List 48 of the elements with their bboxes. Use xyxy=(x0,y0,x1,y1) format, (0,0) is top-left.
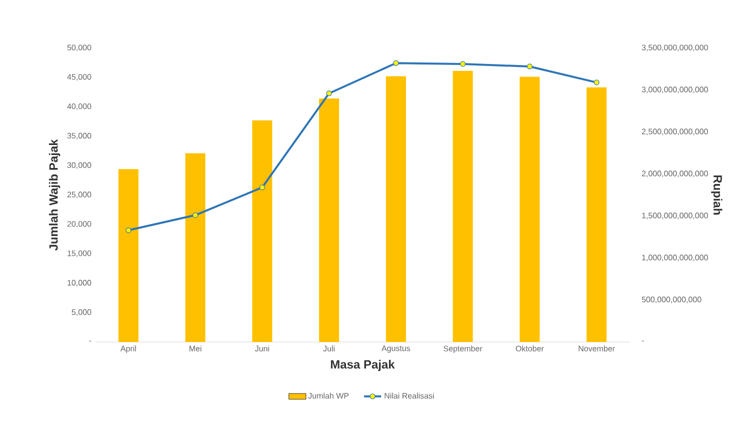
x-tick-label: Juni xyxy=(254,346,269,352)
y2-tick-label: 500,000,000,000 xyxy=(642,296,702,304)
y2-axis-title: Rupiah xyxy=(711,175,722,215)
y2-tick-label: 3,000,000,000,000 xyxy=(642,86,708,94)
y2-tick-label: 2,500,000,000,000 xyxy=(642,128,708,136)
y-tick-label: 40,000 xyxy=(67,103,92,110)
y-tick-label: 5,000 xyxy=(72,309,92,316)
bar xyxy=(252,120,272,342)
y-tick-label: 30,000 xyxy=(67,162,92,169)
y-tick-label: 35,000 xyxy=(67,132,92,140)
y-axis-title: Jumlah Wajib Pajak xyxy=(48,139,60,251)
y-tick-label: - xyxy=(89,340,92,342)
bar xyxy=(586,87,607,342)
y-tick-label: 50,000 xyxy=(67,44,92,52)
y-tick-label: 15,000 xyxy=(68,250,92,258)
bar xyxy=(520,76,540,342)
point xyxy=(259,184,265,190)
point xyxy=(393,60,399,66)
bar xyxy=(319,98,340,342)
x-tick-label: Mei xyxy=(190,346,202,352)
x-tick-label: April xyxy=(120,346,136,353)
x-tick-label: Juli xyxy=(323,346,335,352)
y2-tick-label: 3,500,000,000,000 xyxy=(642,44,708,52)
point xyxy=(192,212,198,218)
x-axis-title: Masa Pajak xyxy=(330,360,395,372)
x-tick-label: November xyxy=(578,346,615,352)
y2-tick-label: - xyxy=(642,340,644,342)
bar xyxy=(185,153,206,342)
point xyxy=(126,227,132,234)
point xyxy=(326,90,332,96)
bar xyxy=(452,70,473,342)
x-tick-label: Agustus xyxy=(382,346,410,353)
y-tick-label: 20,000 xyxy=(67,221,92,228)
legend-label: Jumlah WP xyxy=(308,392,349,399)
point xyxy=(594,80,600,86)
y-tick-label: 25,000 xyxy=(67,192,92,198)
bar xyxy=(118,169,138,342)
x-tick-label: Oktober xyxy=(516,346,544,352)
y-tick-label: 10,000 xyxy=(68,280,92,286)
x-tick-label: September xyxy=(444,346,482,353)
bar xyxy=(386,76,406,342)
y-tick-label: 45,000 xyxy=(67,74,92,81)
legend-label: Nilai Realisasi xyxy=(384,392,434,399)
y2-tick-label: 1,000,000,000,000 xyxy=(642,254,708,262)
point xyxy=(526,64,532,70)
y2-tick-label: 1,500,000,000,000 xyxy=(642,212,708,220)
point xyxy=(460,61,466,67)
y2-tick-label: 2,000,000,000,000 xyxy=(642,170,708,178)
